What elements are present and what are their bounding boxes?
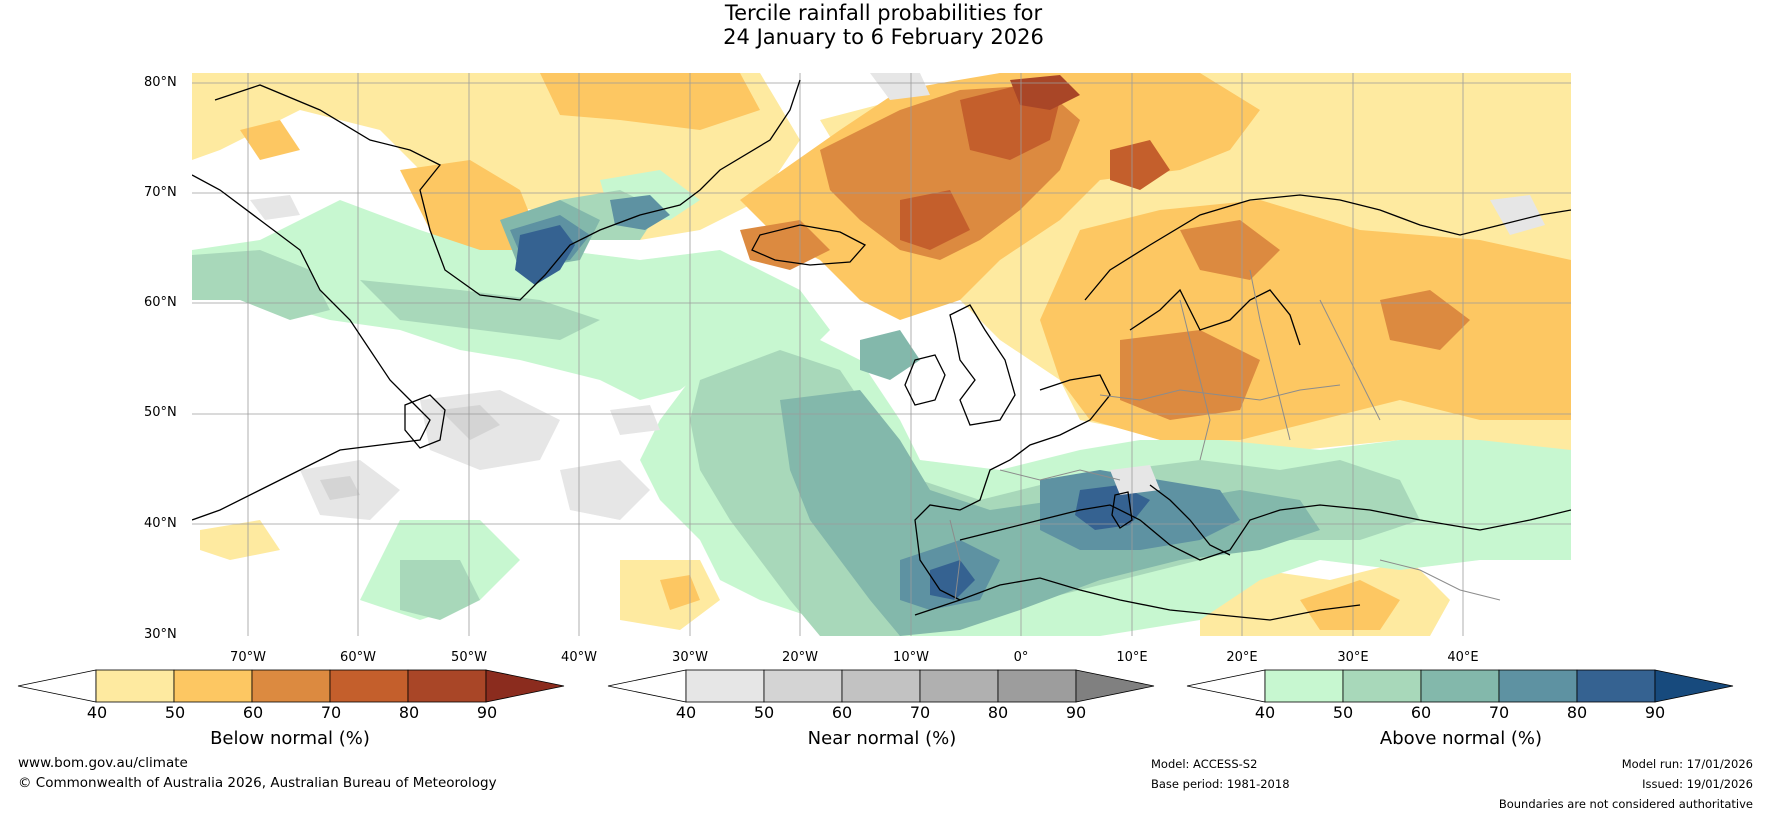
copyright-text: © Commonwealth of Australia 2026, Austra… — [18, 775, 497, 791]
lon-label-30e: 30°E — [1337, 650, 1369, 665]
near-tick-60: 60 — [831, 703, 853, 722]
above-tick-90: 90 — [1644, 703, 1666, 722]
above-colorbar-bin-3 — [1420, 669, 1500, 703]
near-colorbar-max-extension — [1075, 669, 1155, 703]
below-colorbar-bin-3 — [251, 669, 331, 703]
graticule — [192, 73, 1571, 636]
below-tick-50: 50 — [164, 703, 186, 722]
near-colorbar-bin-1 — [685, 669, 765, 703]
model-run-date: Model run: 17/01/2026 — [1621, 757, 1753, 771]
below-colorbar-bin-4 — [329, 669, 409, 703]
lat-label-30n: 30°N — [144, 627, 177, 642]
lat-label-50n: 50°N — [144, 405, 177, 420]
above-colorbar-max-extension — [1654, 669, 1734, 703]
map-title-line1: Tercile rainfall probabilities for — [724, 1, 1043, 25]
lon-label-60w: 60°W — [340, 650, 376, 665]
near-colorbar-bin-5 — [997, 669, 1077, 703]
below-tick-70: 70 — [320, 703, 342, 722]
colorbars — [17, 669, 1734, 703]
lon-label-0: 0° — [1013, 650, 1029, 665]
above-tick-70: 70 — [1488, 703, 1510, 722]
near-colorbar-bin-4 — [919, 669, 999, 703]
above-tick-80: 80 — [1566, 703, 1588, 722]
lon-label-70w: 70°W — [230, 650, 266, 665]
near-colorbar-min-extension — [607, 669, 687, 703]
near-tick-50: 50 — [753, 703, 775, 722]
model-name: Model: ACCESS-S2 — [1151, 757, 1258, 771]
lon-label-40w: 40°W — [561, 650, 597, 665]
country-boundaries — [949, 269, 1501, 601]
boundaries-disclaimer: Boundaries are not considered authoritat… — [1498, 797, 1753, 811]
near-tick-80: 80 — [987, 703, 1009, 722]
map-title-line2: 24 January to 6 February 2026 — [723, 25, 1044, 49]
lat-label-80n: 80°N — [144, 75, 177, 90]
below-tick-60: 60 — [242, 703, 264, 722]
above-colorbar-bin-2 — [1342, 669, 1422, 703]
above-colorbar-bin-5 — [1576, 669, 1656, 703]
lon-label-50w: 50°W — [451, 650, 487, 665]
near-tick-90: 90 — [1065, 703, 1087, 722]
near-colorbar-bin-3 — [841, 669, 921, 703]
lon-label-20w: 20°W — [782, 650, 818, 665]
below-colorbar-bin-5 — [407, 669, 487, 703]
issued-date: Issued: 19/01/2026 — [1642, 777, 1753, 791]
above-colorbar-min-extension — [1186, 669, 1266, 703]
near-tick-70: 70 — [909, 703, 931, 722]
lat-label-60n: 60°N — [144, 295, 177, 310]
lon-label-20e: 20°E — [1226, 650, 1258, 665]
below-colorbar-bin-1 — [95, 669, 175, 703]
near-normal-title: Near normal (%) — [807, 728, 957, 749]
below-tick-40: 40 — [86, 703, 108, 722]
below-tick-90: 90 — [476, 703, 498, 722]
above-tick-40: 40 — [1254, 703, 1276, 722]
above-tick-60: 60 — [1410, 703, 1432, 722]
below-normal-title: Below normal (%) — [210, 728, 370, 749]
near-colorbar-bin-2 — [763, 669, 843, 703]
above-colorbar-bin-1 — [1264, 669, 1344, 703]
below-normal-80-90-region — [1010, 75, 1080, 110]
lat-label-40n: 40°N — [144, 516, 177, 531]
coastlines — [192, 79, 1571, 621]
lon-label-10w: 10°W — [893, 650, 929, 665]
below-tick-80: 80 — [398, 703, 420, 722]
near-tick-40: 40 — [675, 703, 697, 722]
lat-label-70n: 70°N — [144, 185, 177, 200]
lon-label-30w: 30°W — [672, 650, 708, 665]
lon-label-10e: 10°E — [1116, 650, 1148, 665]
below-colorbar-max-extension — [485, 669, 565, 703]
base-period: Base period: 1981-2018 — [1151, 777, 1290, 791]
above-colorbar-bin-4 — [1498, 669, 1578, 703]
below-colorbar-min-extension — [17, 669, 97, 703]
above-normal-title: Above normal (%) — [1379, 728, 1543, 749]
website-link[interactable]: www.bom.gov.au/climate — [18, 755, 188, 771]
above-tick-50: 50 — [1332, 703, 1354, 722]
map-field — [192, 73, 1571, 636]
below-colorbar-bin-2 — [173, 669, 253, 703]
lon-label-40e: 40°E — [1447, 650, 1479, 665]
